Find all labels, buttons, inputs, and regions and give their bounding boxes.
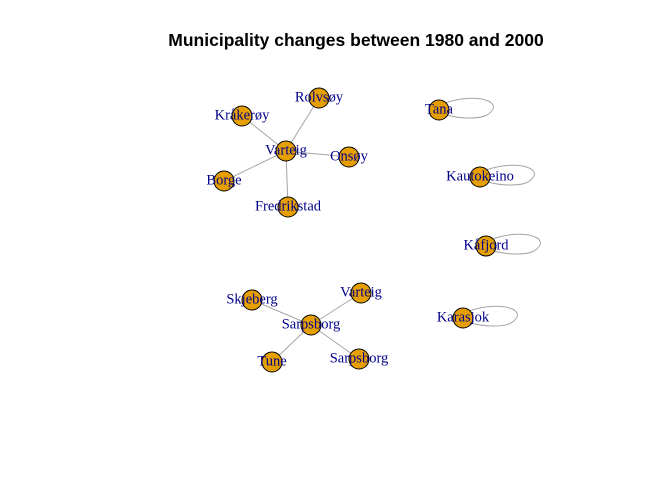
node-label-n11: Skjeberg — [226, 291, 277, 307]
self-loop-n9 — [491, 233, 541, 255]
node-layer — [213, 87, 497, 373]
node-label-n3: Varteig — [265, 142, 307, 158]
self-loop-layer — [444, 97, 541, 327]
node-n8 — [469, 166, 491, 188]
self-loop-n8 — [485, 164, 535, 186]
node-label-n9: Kåfjord — [463, 237, 509, 253]
node-label-n2: Rolvsøy — [295, 89, 344, 105]
node-label-n12: Sarpsborg — [282, 316, 341, 332]
node-n10 — [350, 282, 372, 304]
self-loop-n7 — [444, 97, 494, 119]
node-label-n5: Borge — [206, 172, 241, 188]
node-n12 — [300, 314, 322, 336]
node-label-n6: Fredrikstad — [255, 198, 322, 214]
plot-title: Municipality changes between 1980 and 20… — [168, 30, 544, 50]
node-label-n14: Tune — [257, 353, 286, 369]
edge-n4-n3 — [285, 150, 350, 158]
node-n3 — [275, 140, 297, 162]
node-label-n15: Sarpsborg — [330, 350, 389, 366]
node-label-n10: Varteig — [340, 284, 382, 300]
node-n11 — [241, 289, 263, 311]
label-layer: Kråkerøy Rolvsøy Varteig Onsøy Borge Fredriks… — [206, 89, 513, 369]
node-n15 — [348, 348, 370, 370]
node-label-n4: Onsøy — [330, 148, 369, 164]
node-label-n8: Kautokeino — [446, 168, 514, 184]
node-n4 — [338, 146, 360, 168]
node-n9 — [475, 235, 497, 257]
node-n13 — [452, 307, 474, 329]
node-n7 — [428, 99, 450, 121]
node-n5 — [213, 170, 235, 192]
node-n6 — [277, 196, 299, 218]
node-label-n13: Karasjok — [437, 309, 490, 325]
self-loop-n13 — [468, 305, 518, 327]
node-label-n1: Kråkerøy — [215, 107, 271, 123]
node-label-n7: Tana — [425, 101, 454, 117]
edge-n11-n12 — [251, 299, 312, 326]
node-n2 — [308, 87, 330, 109]
node-n1 — [231, 105, 253, 127]
node-n14 — [261, 351, 283, 373]
edge-n5-n3 — [223, 150, 287, 182]
